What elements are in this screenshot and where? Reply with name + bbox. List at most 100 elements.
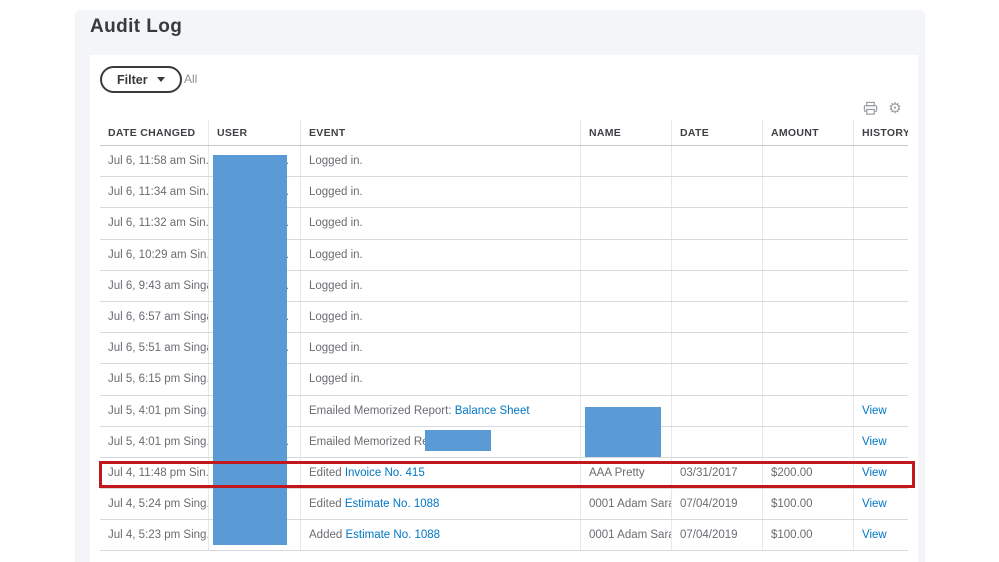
cell-user: .	[208, 146, 300, 177]
cell-history	[853, 177, 908, 208]
view-link[interactable]: View	[862, 404, 887, 417]
cell-event: Logged in.	[300, 333, 580, 364]
user-text-fragment: .	[285, 217, 289, 230]
filter-scope-label: All	[184, 72, 198, 86]
event-text: Added	[309, 529, 346, 542]
cell-amount	[762, 177, 853, 208]
user-text-fragment: .	[285, 279, 289, 292]
cell-name	[580, 333, 671, 364]
cell-user: .	[208, 270, 300, 301]
cell-date-changed: Jul 4, 5:24 pm Sing...	[108, 498, 208, 511]
user-text-fragment: .	[285, 342, 289, 355]
cell-amount	[762, 208, 853, 239]
table-actions: ⚙	[862, 100, 903, 116]
cell-user	[208, 395, 300, 426]
user-text-fragment: .	[285, 435, 289, 448]
view-link[interactable]: View	[862, 435, 887, 448]
table-row: Jul 6, 11:34 am Sin... . Logged in.	[100, 177, 908, 209]
gear-icon[interactable]: ⚙	[888, 99, 902, 117]
user-text-fragment: .	[285, 248, 289, 261]
cell-amount	[762, 426, 853, 457]
cell-date-changed: Jul 6, 9:43 am Singa...	[108, 279, 208, 292]
cell-event: Logged in.	[300, 270, 580, 301]
cell-date	[671, 270, 762, 301]
cell-date	[671, 146, 762, 177]
cell-user: .	[208, 333, 300, 364]
cell-name	[580, 239, 671, 270]
cell-date-changed: Jul 5, 4:01 pm Sing...	[108, 435, 208, 448]
cell-event: Edited Invoice No. 415	[300, 457, 580, 489]
table-row: Jul 4, 5:24 pm Sing... Edited Estimate N…	[100, 489, 908, 521]
col-header-user: USER	[208, 120, 300, 145]
event-text: Logged in.	[309, 248, 363, 261]
cell-user: .	[208, 239, 300, 270]
table-header-row: DATE CHANGED USER EVENT NAME DATE AMOUNT…	[100, 120, 908, 146]
cell-name	[580, 364, 671, 395]
col-header-amount: AMOUNT	[762, 120, 853, 145]
cell-amount: $100.00	[762, 489, 853, 520]
table-row: Jul 6, 10:29 am Sin... . Logged in.	[100, 239, 908, 271]
cell-history: View	[853, 395, 908, 426]
cell-date-changed: Jul 4, 5:23 pm Sing...	[108, 529, 208, 542]
event-link[interactable]: Balance Sheet	[454, 404, 530, 417]
cell-amount	[762, 239, 853, 270]
cell-date	[671, 333, 762, 364]
cell-amount	[762, 395, 853, 426]
cell-name: AAA Pretty	[580, 457, 671, 489]
event-text: Edited	[309, 466, 345, 479]
page-title: Audit Log	[90, 16, 183, 37]
col-header-date-changed: DATE CHANGED	[108, 126, 196, 139]
cell-name	[580, 208, 671, 239]
cell-user	[208, 489, 300, 520]
event-link[interactable]: Estimate No. 1088	[344, 498, 440, 511]
cell-date-changed: Jul 6, 11:34 am Sin...	[108, 186, 208, 199]
cell-date	[671, 426, 762, 457]
cell-name: 0001 Adam Sara...	[580, 489, 671, 520]
cell-date-changed: Jul 6, 5:51 am Singa...	[108, 342, 208, 355]
cell-history	[853, 364, 908, 395]
event-link[interactable]: Invoice No. 415	[344, 466, 425, 479]
view-link[interactable]: View	[862, 466, 887, 479]
view-link[interactable]: View	[862, 498, 887, 511]
table-row: Jul 6, 9:43 am Singa... . Logged in.	[100, 270, 908, 302]
cell-user: .	[208, 208, 300, 239]
cell-name	[580, 301, 671, 333]
cell-date-changed: Jul 5, 6:15 pm Sing...	[108, 373, 208, 386]
cell-date	[671, 301, 762, 333]
cell-date	[671, 239, 762, 270]
table-row: Jul 6, 6:57 am Singa... . Logged in.	[100, 301, 908, 334]
cell-amount	[762, 301, 853, 333]
cell-history	[853, 270, 908, 301]
filter-button[interactable]: Filter	[100, 66, 182, 93]
cell-date-changed: Jul 5, 4:01 pm Sing...	[108, 404, 208, 417]
cell-event: Logged in.	[300, 177, 580, 208]
event-text: Logged in.	[309, 186, 363, 199]
cell-date: 07/04/2019	[671, 520, 762, 551]
cell-date: 07/04/2019	[671, 489, 762, 520]
cell-history: View	[853, 457, 908, 489]
cell-date: 03/31/2017	[671, 457, 762, 489]
view-link[interactable]: View	[862, 529, 887, 542]
printer-icon[interactable]	[862, 100, 878, 116]
cell-history	[853, 146, 908, 177]
cell-event: Emailed Memorized Report: Balance Sheet	[300, 395, 580, 426]
event-text: Logged in.	[309, 342, 363, 355]
cell-user	[208, 457, 300, 489]
cell-event: Logged in.	[300, 146, 580, 177]
event-text: Logged in.	[309, 311, 363, 324]
cell-date-changed: Jul 6, 6:57 am Singa...	[108, 311, 208, 324]
cell-date	[671, 395, 762, 426]
cell-history	[853, 333, 908, 364]
event-link[interactable]: Estimate No. 1088	[345, 529, 441, 542]
col-header-event: EVENT	[300, 120, 580, 145]
cell-name	[580, 270, 671, 301]
cell-user	[208, 520, 300, 551]
cell-name: 0001 Adam Sara...	[580, 520, 671, 551]
cell-event: Logged in.	[300, 364, 580, 395]
cell-history	[853, 208, 908, 239]
event-text: Emailed Memorized Report:	[309, 404, 455, 417]
cell-name	[580, 426, 671, 457]
cell-event: Logged in.	[300, 239, 580, 270]
redaction-event-report-name	[425, 430, 491, 451]
user-text-fragment: .	[285, 311, 289, 324]
